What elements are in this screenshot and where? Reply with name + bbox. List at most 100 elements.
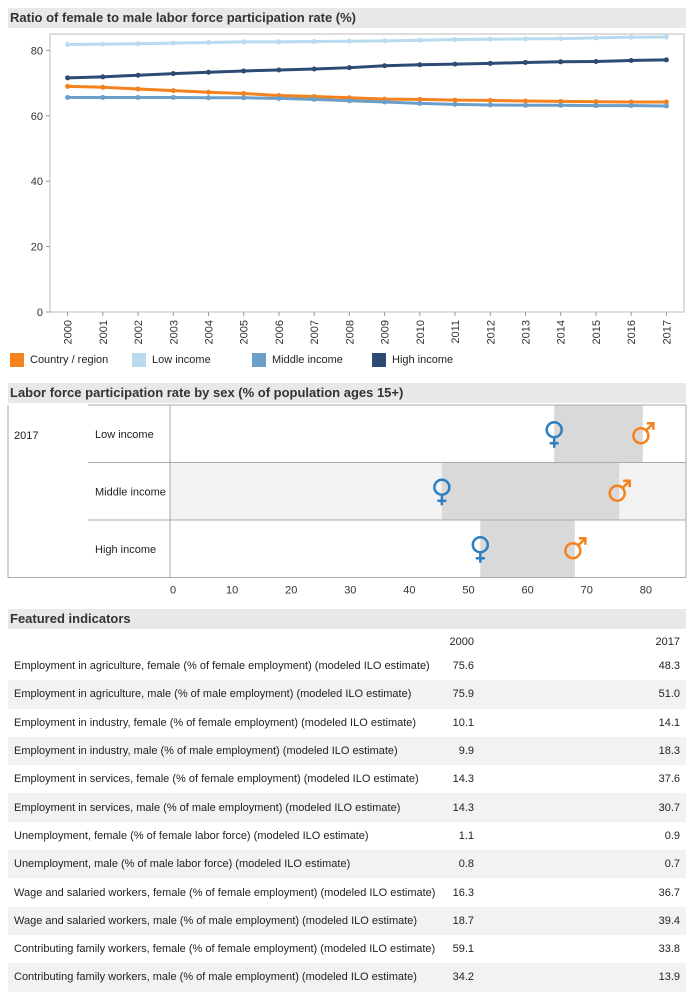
data-point (276, 95, 282, 101)
value-2017: 13.9 (594, 963, 686, 992)
table-row: Wage and salaried workers, female (% of … (8, 878, 686, 906)
data-point (628, 103, 634, 109)
data-point (382, 38, 388, 44)
table-header-indicator (8, 632, 443, 652)
female-symbol-icon (545, 421, 563, 448)
data-point (523, 102, 528, 108)
data-point (170, 40, 176, 46)
value-2017: 39.4 (594, 906, 686, 935)
x-tick-label: 2015 (591, 320, 603, 344)
x-tick-label: 2017 (661, 320, 673, 344)
data-point (628, 34, 634, 40)
x-tick-label: 2016 (626, 320, 638, 344)
data-point (487, 97, 493, 103)
indicator-label: Unemployment, male (% of male labor forc… (8, 850, 443, 879)
value-2000: 0.8 (442, 850, 594, 879)
data-point (452, 37, 458, 43)
indicator-label: Employment in agriculture, female (% of … (14, 660, 430, 673)
y-tick-label: 60 (31, 111, 43, 123)
legend-swatch (372, 353, 386, 367)
data-point (241, 68, 247, 74)
indicator-label: Contributing family workers, male (% of … (8, 963, 443, 992)
gap-bar (480, 520, 575, 578)
female-symbol-icon (433, 478, 451, 506)
series-line-2 (67, 95, 667, 108)
category-label: Low income (95, 429, 154, 441)
table-row: Employment in agriculture, male (% of ma… (8, 680, 686, 709)
table-row: Contributing family workers, male (% of … (8, 963, 686, 992)
table-row: Employment in agriculture, female (% of … (8, 652, 686, 680)
data-point (311, 96, 317, 102)
gap-bar (441, 462, 620, 520)
data-point (452, 61, 458, 67)
plot-area (49, 33, 685, 313)
indicator-label: Employment in industry, male (% of male … (8, 736, 443, 766)
legend-swatch (252, 353, 266, 367)
x-tick-label: 2000 (63, 320, 75, 344)
legend-label: Country / region (30, 354, 109, 366)
participation-chart-title: Labor force participation rate by sex (%… (8, 383, 686, 403)
data-point (65, 41, 71, 47)
category-label: High income (95, 544, 156, 556)
value-2000: 14.3 (442, 793, 594, 822)
x-tick-label: 30 (344, 585, 356, 597)
x-tick-label: 2001 (98, 320, 110, 344)
value-2017: 14.1 (658, 716, 680, 729)
data-point (346, 65, 352, 71)
value-2000: 18.7 (442, 906, 594, 935)
table-row: Employment in services, male (% of male … (8, 793, 686, 822)
data-point (417, 96, 423, 102)
data-point (346, 38, 352, 44)
data-point (382, 99, 388, 105)
data-point (206, 95, 211, 101)
data-point (65, 75, 71, 81)
x-tick-label: 70 (581, 585, 593, 597)
value-2000: 75.9 (442, 680, 594, 709)
data-point (487, 36, 493, 42)
indicator-label: Employment in agriculture, male (% of ma… (8, 680, 443, 709)
data-point (135, 86, 141, 92)
x-tick-label: 50 (462, 585, 474, 597)
x-tick-label: 2013 (521, 320, 533, 344)
x-tick-label: 2009 (380, 320, 392, 344)
x-tick-label: 2004 (204, 320, 216, 344)
line-chart-legend: Country / region Low income Middle incom… (10, 352, 690, 370)
data-point (663, 57, 669, 63)
legend-label: High income (392, 354, 454, 366)
value-2000: 75.6 (452, 660, 474, 673)
x-tick-label: 2002 (133, 320, 145, 344)
x-tick-label: 20 (285, 585, 297, 597)
indicator-label: Employment in services, female (% of fem… (14, 773, 419, 786)
table-row: Employment in industry, male (% of male … (8, 736, 686, 766)
data-point (593, 103, 599, 109)
x-tick-label: 2007 (309, 320, 321, 344)
data-point (206, 69, 211, 75)
x-tick-label: 60 (522, 585, 534, 597)
indicator-label: Contributing family workers, female (% o… (14, 943, 436, 956)
value-2000: 16.3 (452, 886, 474, 899)
table-row: Wage and salaried workers, male (% of ma… (8, 906, 686, 935)
data-point (100, 41, 106, 47)
x-tick-label: 2003 (168, 320, 180, 344)
x-tick-label: 2011 (450, 320, 462, 344)
data-point (100, 74, 106, 80)
table-row: Employment in services, female (% of fem… (8, 765, 686, 793)
data-point (100, 84, 106, 90)
row-background (170, 520, 686, 578)
data-point (523, 59, 528, 65)
value-2000: 9.9 (442, 736, 594, 766)
data-point (311, 39, 317, 45)
data-point (663, 99, 669, 105)
y-tick-label: 20 (31, 242, 43, 254)
value-2017: 36.7 (658, 886, 680, 899)
data-point (346, 98, 352, 104)
data-point (452, 97, 458, 103)
data-point (628, 57, 634, 63)
x-tick-label: 2006 (274, 320, 286, 344)
gap-bar (554, 405, 643, 463)
indicator-label: Employment in industry, female (% of fem… (14, 716, 417, 729)
value-2000: 14.3 (452, 773, 474, 786)
featured-indicators-title: Featured indicators (8, 609, 686, 629)
value-2000: 1.1 (458, 829, 474, 842)
data-point (135, 41, 141, 47)
